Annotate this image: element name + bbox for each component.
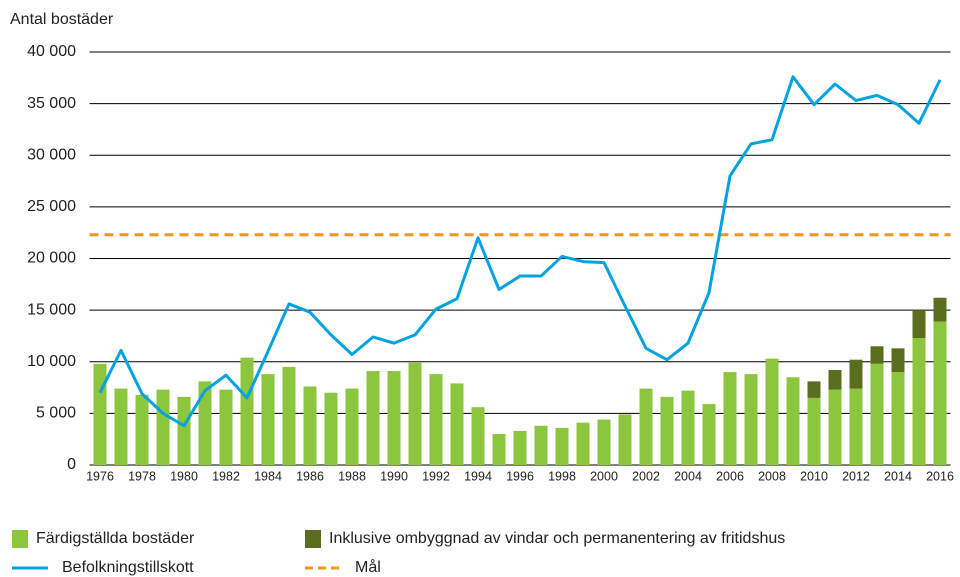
x-tick-label: 1998	[548, 469, 576, 483]
x-tick-label: 2006	[716, 469, 744, 483]
line	[98, 75, 942, 428]
bar	[891, 372, 905, 465]
bar	[219, 389, 233, 465]
bar	[450, 383, 464, 465]
x-tick-label: 1980	[170, 469, 198, 483]
bar	[156, 389, 170, 465]
x-tick-label: 2012	[842, 469, 870, 483]
bar	[618, 414, 632, 465]
bar	[366, 371, 380, 465]
bar	[492, 434, 506, 465]
bar	[849, 359, 863, 389]
bar	[933, 321, 947, 465]
bar	[135, 394, 149, 465]
bar	[513, 430, 527, 465]
bar	[702, 404, 716, 465]
x-tick-label: 1986	[296, 469, 324, 483]
x-tick-label: 1988	[338, 469, 366, 483]
bar	[807, 397, 821, 465]
bar	[933, 297, 947, 322]
bar	[912, 338, 926, 465]
x-tick-label: 1996	[506, 469, 534, 483]
bar	[807, 381, 821, 398]
x-tick-label: 2014	[884, 469, 912, 483]
x-tick-label: 1990	[380, 469, 408, 483]
y-axis-label: Antal bostäder	[10, 11, 114, 28]
x-tick-label: 2010	[800, 469, 828, 483]
y-tick-label: 10 000	[27, 353, 76, 370]
x-tick-label: 2008	[758, 469, 786, 483]
y-tick-label: 5 000	[36, 405, 76, 422]
legend-swatch	[12, 530, 28, 548]
bar	[723, 372, 737, 465]
x-tick-label: 2016	[926, 469, 954, 483]
y-tick-label: 0	[67, 456, 76, 473]
x-tick-label: 1994	[464, 469, 492, 483]
y-tick-label: 20 000	[27, 250, 76, 267]
legend-label: Färdigställda bostäder	[36, 530, 195, 547]
y-tick-label: 25 000	[27, 198, 76, 215]
legend-label: Befolkningstillskott	[62, 559, 194, 576]
x-tick-label: 2002	[632, 469, 660, 483]
x-tick-label: 1976	[86, 469, 114, 483]
x-tick-label: 1992	[422, 469, 450, 483]
x-tick-label: 1982	[212, 469, 240, 483]
bar	[114, 388, 128, 465]
legend-label: Mål	[355, 558, 381, 576]
bar	[849, 388, 863, 465]
x-tick-label: 1978	[128, 469, 156, 483]
bar	[387, 371, 401, 465]
bar	[597, 419, 611, 465]
y-tick-label: 15 000	[27, 301, 76, 318]
bar	[303, 386, 317, 465]
bar	[324, 392, 338, 465]
bar	[786, 377, 800, 465]
bar	[282, 366, 296, 465]
bar	[765, 358, 779, 465]
bar	[240, 357, 254, 465]
bar	[345, 388, 359, 465]
bar	[576, 422, 590, 465]
bar	[828, 370, 842, 390]
bar	[828, 389, 842, 465]
bar	[177, 396, 191, 465]
bar	[870, 363, 884, 465]
bar	[660, 396, 674, 465]
bar	[555, 427, 569, 465]
bar	[429, 374, 443, 465]
bar	[744, 374, 758, 465]
x-tick-label: 2000	[590, 469, 618, 483]
x-tick-label: 2004	[674, 469, 702, 483]
bar	[891, 348, 905, 373]
bar	[261, 374, 275, 465]
bar	[870, 346, 884, 364]
legend-swatch	[305, 530, 321, 548]
x-tick-label: 1984	[254, 469, 282, 483]
bar	[408, 362, 422, 465]
bar	[534, 425, 548, 465]
y-tick-label: 30 000	[27, 146, 76, 163]
bar	[681, 390, 695, 465]
legend-label: Inklusive ombyggnad av vindar och perman…	[329, 530, 785, 547]
bar	[198, 381, 212, 465]
bar	[639, 388, 653, 465]
y-tick-label: 40 000	[27, 43, 76, 60]
bar	[471, 407, 485, 465]
bar	[93, 363, 107, 465]
y-tick-label: 35 000	[27, 95, 76, 112]
bar	[912, 310, 926, 339]
